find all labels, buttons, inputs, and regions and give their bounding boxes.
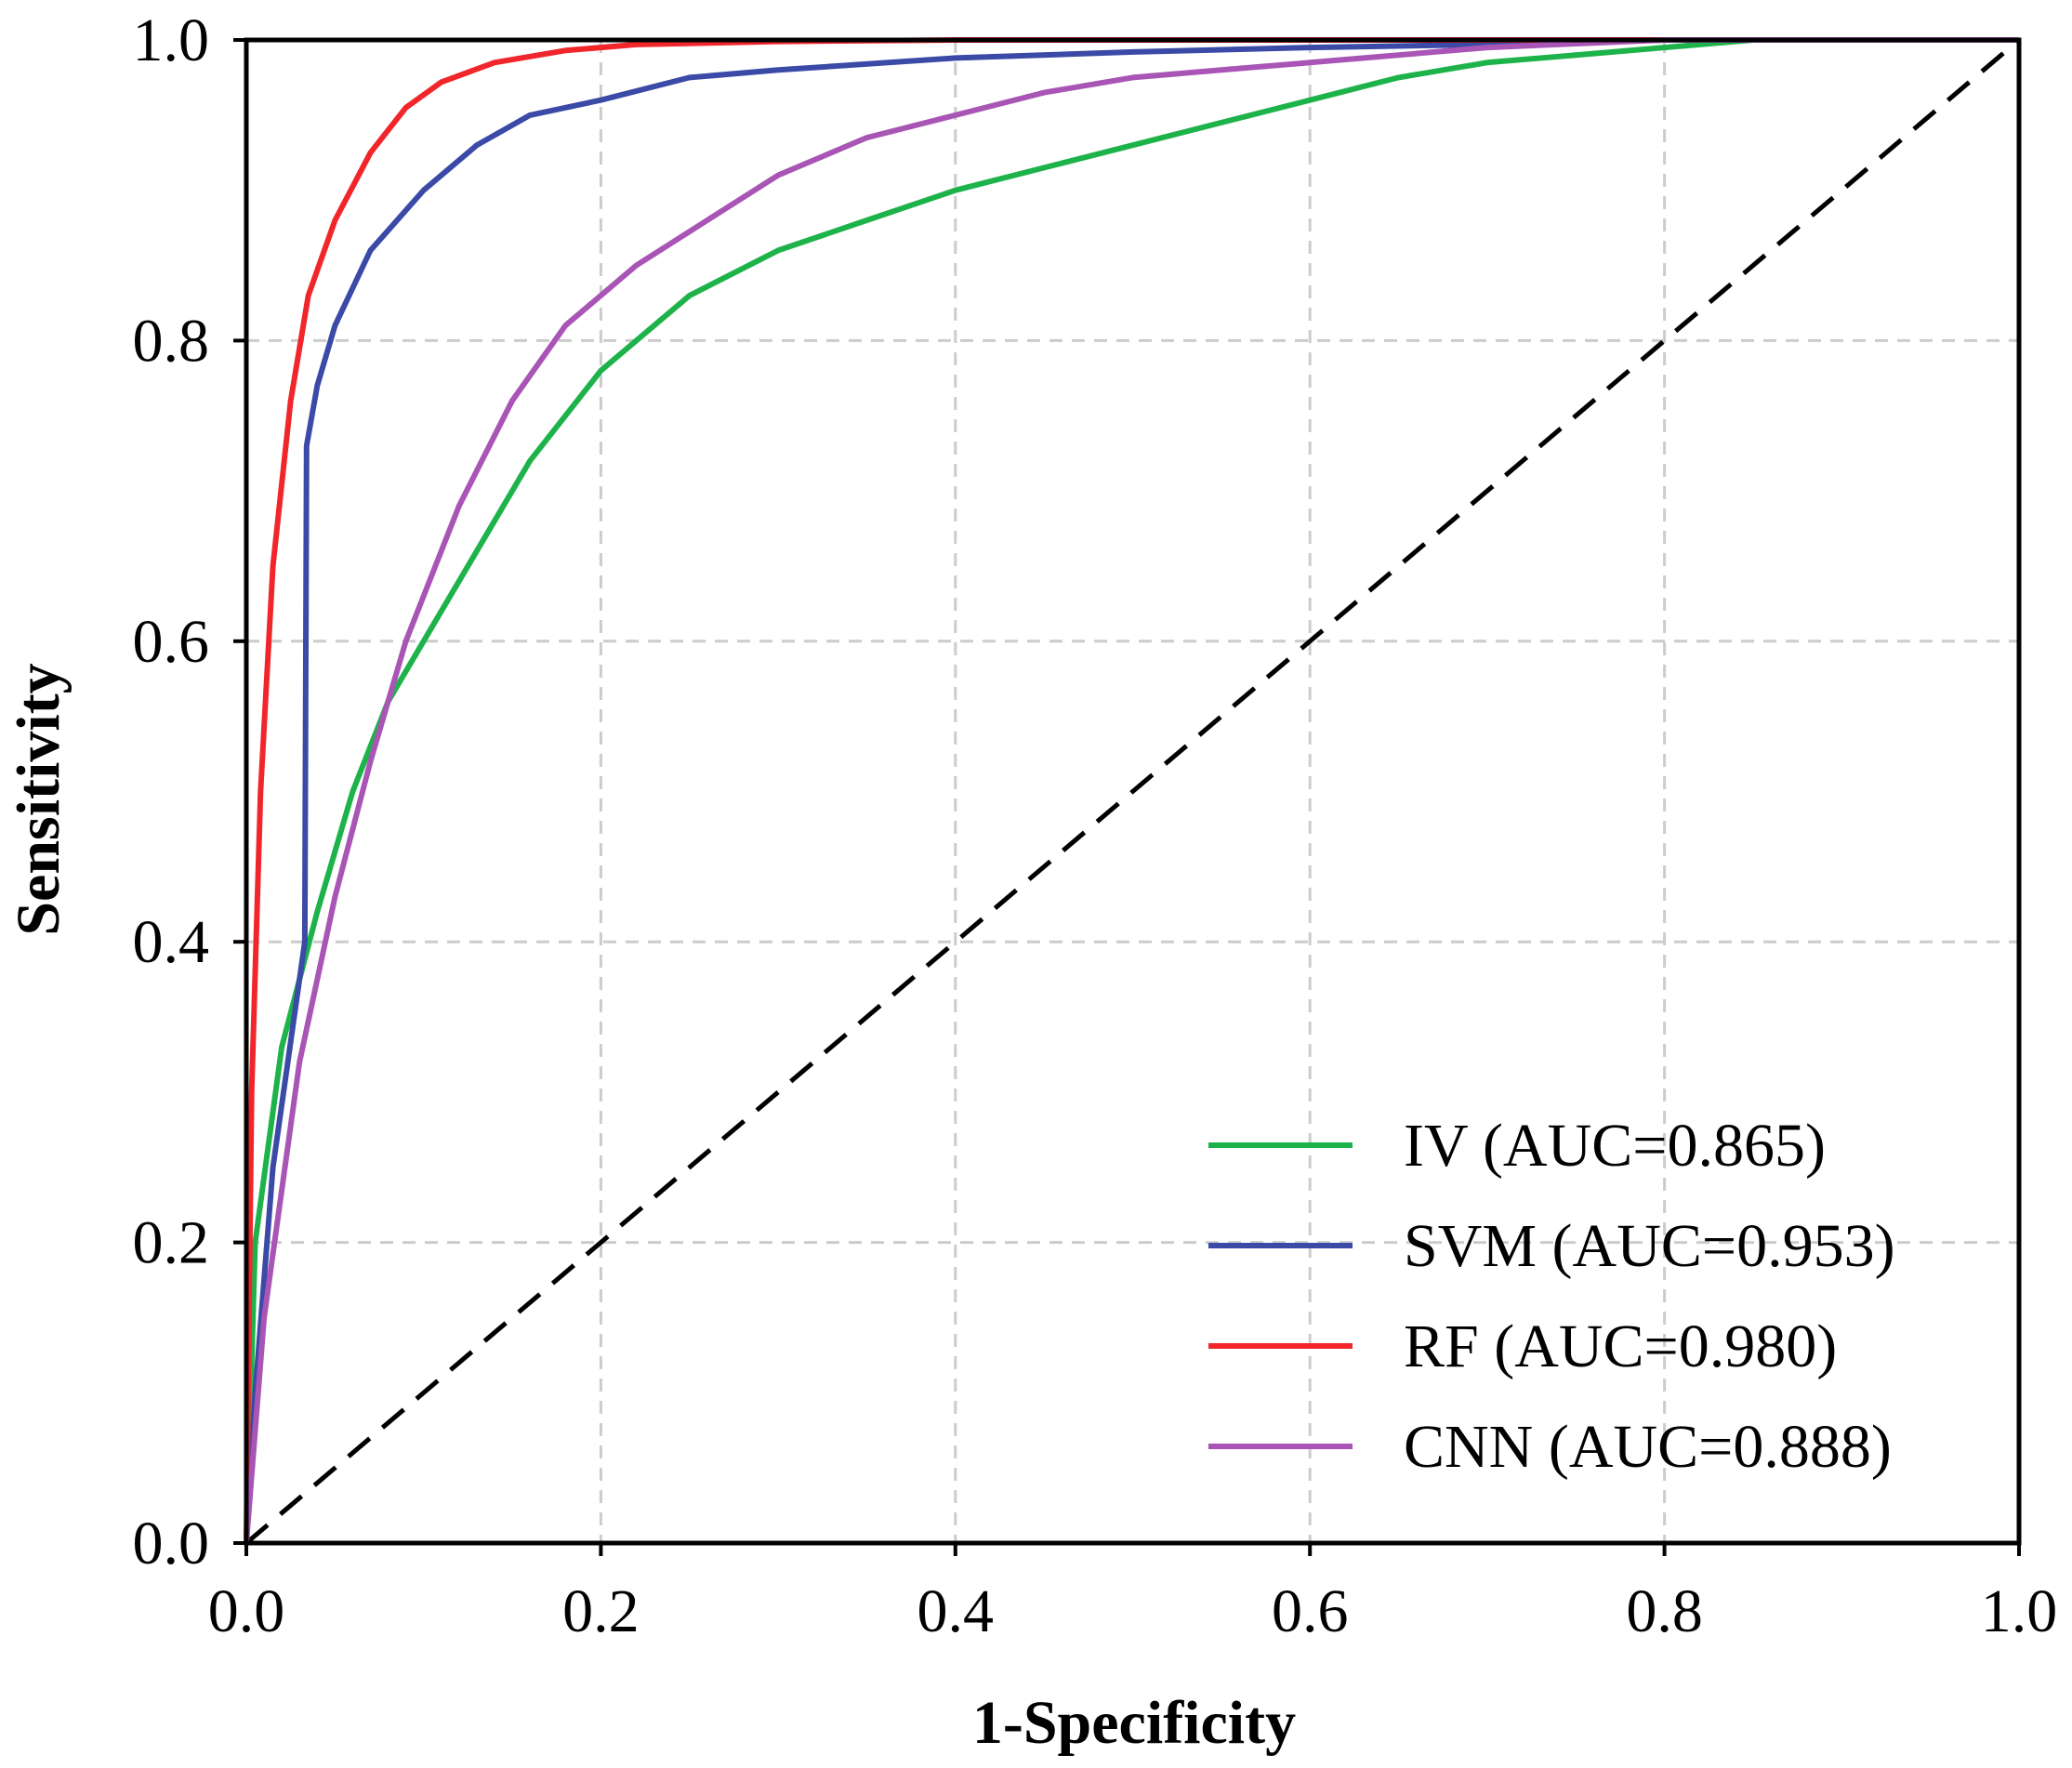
- diagonal-line: [244, 38, 2021, 1545]
- y-tick-label: 0.8: [133, 307, 210, 375]
- x-axis-ticks: 0.0 0.2 0.4 0.6 0.8 1.0: [208, 1543, 2058, 1645]
- legend-label: CNN (AUC=0.888): [1404, 1413, 1892, 1481]
- y-tick-label: 0.4: [133, 908, 210, 976]
- y-tick-label: 0.6: [133, 608, 210, 676]
- legend-label: RF (AUC=0.980): [1404, 1313, 1837, 1380]
- x-tick-label: 0.4: [917, 1577, 995, 1645]
- x-axis-title: 1-Specificity: [972, 1689, 1296, 1757]
- x-tick-label: 0.0: [208, 1577, 285, 1645]
- legend-label: IV (AUC=0.865): [1404, 1112, 1826, 1180]
- plot-frame: [244, 37, 2022, 1546]
- x-tick-label: 0.6: [1272, 1577, 1349, 1645]
- roc-curves: [244, 37, 2019, 1544]
- y-axis-ticks: 0.0 0.2 0.4 0.6 0.8 1.0: [133, 7, 246, 1577]
- y-axis-title: Sensitivity: [5, 663, 73, 935]
- y-tick-label: 0.2: [133, 1209, 210, 1277]
- x-tick-label: 0.8: [1626, 1577, 1703, 1645]
- chance-diagonal: [244, 38, 2021, 1545]
- y-tick-label: 0.0: [133, 1510, 210, 1577]
- series-line-2: [244, 37, 2019, 1544]
- series-line-1: [244, 37, 2019, 1544]
- axes-frame: [244, 37, 2022, 1546]
- grid-lines: [246, 40, 2019, 1543]
- y-tick-label: 1.0: [133, 7, 210, 74]
- legend: IV (AUC=0.865) SVM (AUC=0.953) RF (AUC=0.9…: [1208, 1112, 1895, 1481]
- x-tick-label: 0.2: [562, 1577, 640, 1645]
- x-tick-label: 1.0: [1981, 1577, 2058, 1645]
- series-line-3: [244, 37, 2019, 1544]
- legend-label: SVM (AUC=0.953): [1404, 1212, 1895, 1280]
- series-line-0: [244, 37, 2019, 1544]
